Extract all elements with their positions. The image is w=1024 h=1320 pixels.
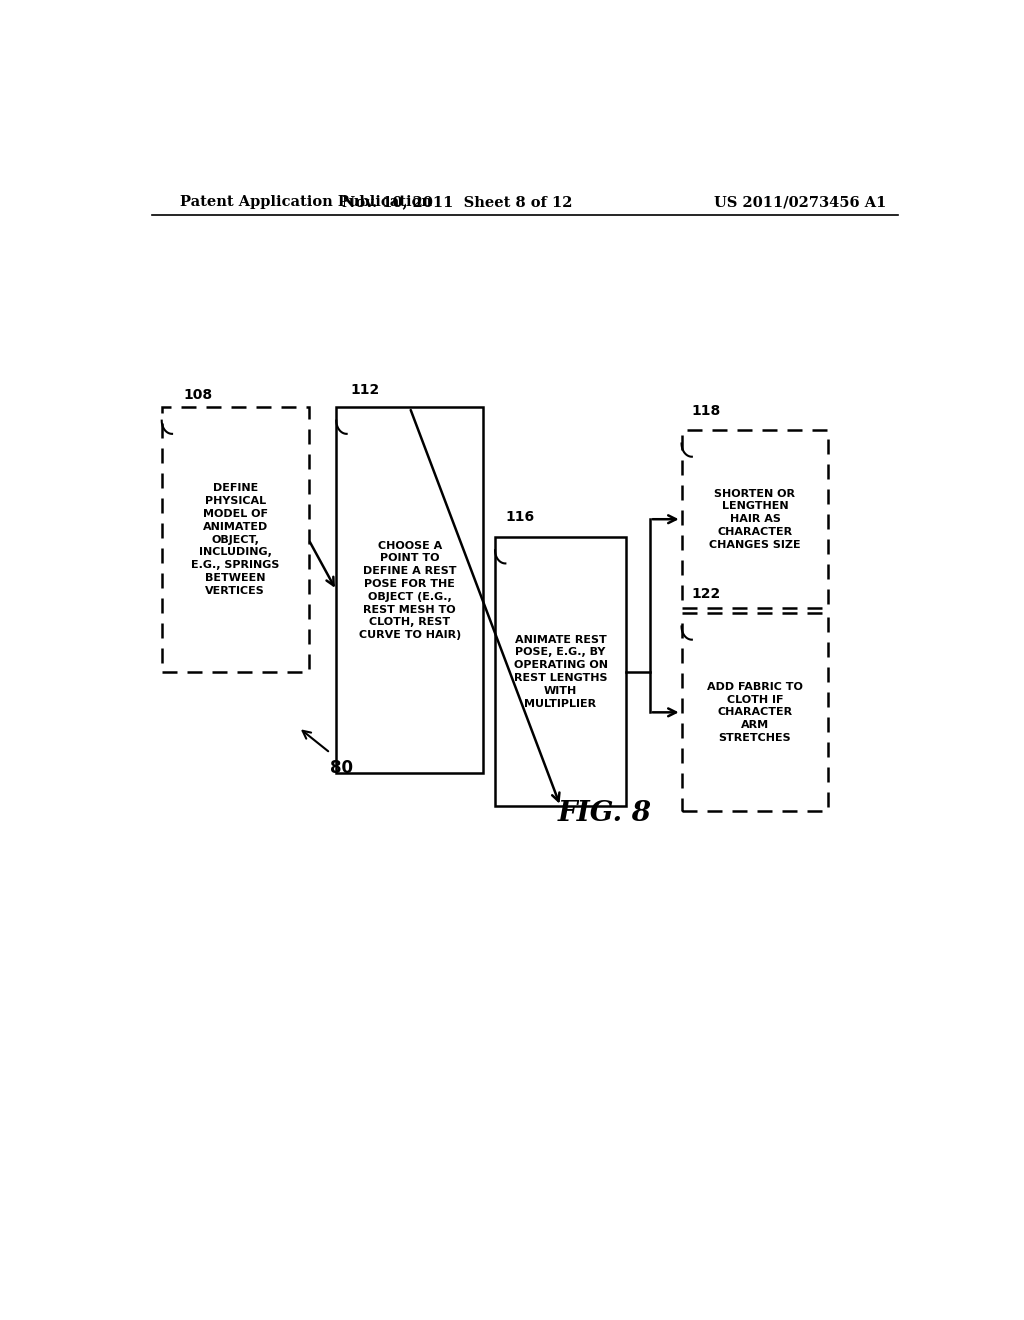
- Text: 122: 122: [691, 586, 721, 601]
- Text: US 2011/0273456 A1: US 2011/0273456 A1: [714, 195, 886, 209]
- Text: 108: 108: [183, 388, 213, 403]
- Text: Patent Application Publication: Patent Application Publication: [179, 195, 431, 209]
- Text: 116: 116: [505, 511, 535, 524]
- Text: 112: 112: [350, 383, 380, 397]
- Text: DEFINE
PHYSICAL
MODEL OF
ANIMATED
OBJECT,
INCLUDING,
E.G., SPRINGS
BETWEEN
VERTI: DEFINE PHYSICAL MODEL OF ANIMATED OBJECT…: [190, 483, 280, 595]
- FancyBboxPatch shape: [682, 614, 828, 812]
- FancyBboxPatch shape: [336, 408, 483, 774]
- Text: ANIMATE REST
POSE, E.G., BY
OPERATING ON
REST LENGTHS
WITH
MULTIPLIER: ANIMATE REST POSE, E.G., BY OPERATING ON…: [513, 635, 607, 709]
- Text: ADD FABRIC TO
CLOTH IF
CHARACTER
ARM
STRETCHES: ADD FABRIC TO CLOTH IF CHARACTER ARM STR…: [707, 681, 803, 743]
- Text: 80: 80: [331, 759, 353, 777]
- Text: CHOOSE A
POINT TO
DEFINE A REST
POSE FOR THE
OBJECT (E.G.,
REST MESH TO
CLOTH, R: CHOOSE A POINT TO DEFINE A REST POSE FOR…: [358, 541, 461, 640]
- Text: FIG. 8: FIG. 8: [557, 800, 651, 828]
- FancyBboxPatch shape: [682, 430, 828, 609]
- Text: SHORTEN OR
LENGTHEN
HAIR AS
CHARACTER
CHANGES SIZE: SHORTEN OR LENGTHEN HAIR AS CHARACTER CH…: [710, 488, 801, 550]
- FancyBboxPatch shape: [162, 408, 308, 672]
- FancyBboxPatch shape: [495, 537, 626, 807]
- Text: 118: 118: [691, 404, 721, 417]
- Text: Nov. 10, 2011  Sheet 8 of 12: Nov. 10, 2011 Sheet 8 of 12: [342, 195, 572, 209]
